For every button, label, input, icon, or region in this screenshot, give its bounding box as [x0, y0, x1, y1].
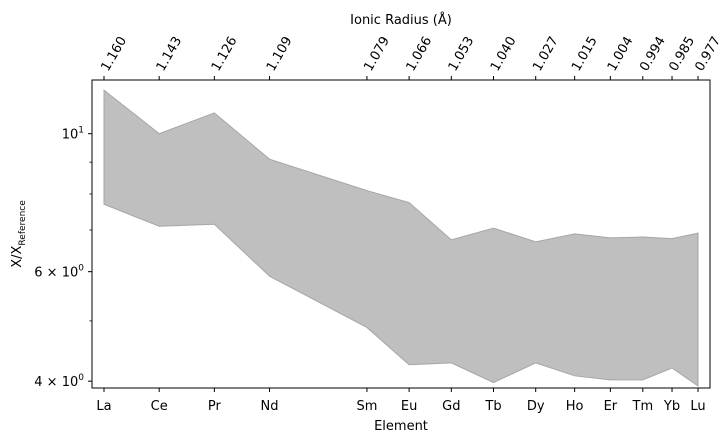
x-tick-label-er: Er	[604, 399, 618, 414]
axes-frame	[91, 79, 711, 389]
x-tick-label-sm: Sm	[356, 399, 377, 414]
top-tick-label: 1.053	[446, 34, 478, 74]
top-tick-label: 1.109	[264, 34, 296, 74]
x-tick-label-la: La	[96, 399, 111, 414]
top-tick-label: 1.015	[569, 34, 601, 74]
y-axis-title-main: X/X	[10, 245, 25, 267]
concentration-range-band	[103, 89, 699, 387]
y-tick-label: 4 × 100	[34, 373, 84, 390]
left-ticks: 101 6 × 100 4 × 100	[34, 126, 92, 390]
top-tick-label: 0.994	[637, 34, 669, 74]
plot-layer	[103, 89, 699, 387]
x-tick-label-eu: Eu	[401, 399, 417, 414]
top-tick-label: 1.143	[154, 34, 186, 74]
x-tick-label-lu: Lu	[690, 399, 705, 414]
top-tick-label: 1.160	[98, 34, 130, 74]
top-tick-label: 1.066	[404, 34, 436, 74]
top-tick-label: 1.004	[605, 34, 637, 74]
x-tick-label-dy: Dy	[527, 399, 545, 414]
x-tick-label-gd: Gd	[442, 399, 460, 414]
x-tick-label-nd: Nd	[261, 399, 279, 414]
top-tick-label: 1.079	[361, 34, 393, 74]
top-axis-title: Ionic Radius (Å)	[350, 12, 452, 28]
x-tick-label-ho: Ho	[566, 399, 584, 414]
bottom-ticks: La Ce Pr Nd Sm Eu Gd Tb Dy Ho Er Tm Yb Lu	[96, 388, 706, 414]
top-tick-label: 1.040	[488, 34, 520, 74]
y-axis-title: X/XReference	[10, 200, 28, 268]
y-axis-title-subscript: Reference	[18, 200, 28, 246]
x-axis-title: Element	[374, 419, 428, 434]
x-tick-label-tm: Tm	[632, 399, 654, 414]
x-tick-label-yb: Yb	[663, 399, 680, 414]
x-tick-label-tb: Tb	[484, 399, 501, 414]
x-tick-label-ce: Ce	[151, 399, 168, 414]
top-ticks: 1.160 1.143 1.126 1.109 1.079 1.066 1.053 1.040…	[98, 34, 720, 80]
y-tick-label: 101	[62, 126, 84, 143]
top-tick-label: 1.027	[530, 34, 562, 74]
top-tick-label: 1.126	[209, 34, 241, 74]
top-tick-label: 0.977	[692, 34, 720, 74]
y-tick-label: 6 × 100	[34, 264, 84, 281]
x-tick-label-pr: Pr	[208, 399, 222, 414]
